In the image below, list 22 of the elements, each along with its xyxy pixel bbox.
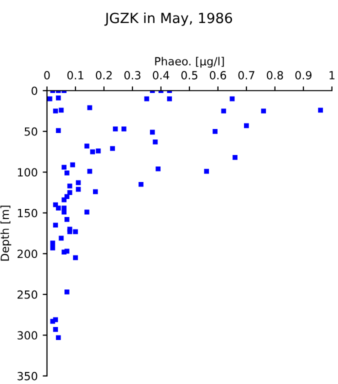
y-tick-label: 0 [32,86,38,96]
y-tick-label: 100 [18,168,38,177]
y-axis-title: Depth [m] [0,206,12,261]
y-tick-label: 50 [24,127,38,136]
x-tick-label: 0.6 [210,71,226,80]
y-tick-label: 200 [18,250,38,258]
x-tick-label: 0.9 [295,71,312,80]
x-tick-label: 0.8 [266,71,284,80]
x-tick-label: 0.3 [124,71,140,80]
y-tick-label: 300 [18,331,38,340]
y-tick-label: 250 [18,290,38,299]
x-tick-label: 0.7 [238,71,254,80]
x-tick-label: 0.4 [152,71,170,80]
x-tick-label: 0.1 [67,71,84,80]
x-tick-label: 0.2 [96,71,112,80]
x-tick-label: 1 [330,71,334,80]
x-axis-title: Phaeo. [µg/l] [155,56,224,68]
y-tick-label: 350 [18,372,38,380]
x-tick-label: 0 [44,71,50,80]
x-tick-label: 0.5 [181,71,198,80]
y-tick-label: 150 [18,208,38,218]
chart-title: JGZK in May, 1986 [104,12,232,26]
